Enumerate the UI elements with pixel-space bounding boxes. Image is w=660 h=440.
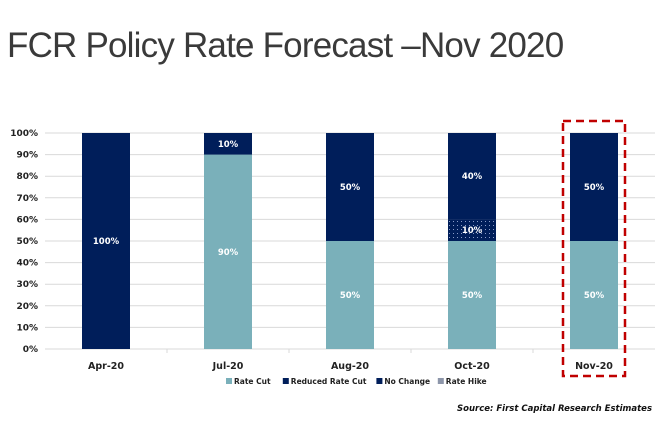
legend-swatch [282, 378, 289, 384]
bars [82, 133, 618, 349]
x-tick-label: Nov-20 [575, 361, 613, 372]
bar-segment-no-change [204, 133, 252, 155]
bar-segment-rate-cut [204, 154, 252, 349]
y-tick-label: 0% [23, 345, 38, 355]
data-label: 50% [340, 291, 361, 301]
legend: Rate Cut Reduced Rate Cut No Change Rate Hi… [226, 377, 487, 386]
y-tick-label: 30% [16, 280, 38, 290]
bar-segment-no-change [82, 133, 130, 349]
legend-swatch [376, 378, 383, 384]
y-tick-label: 100% [10, 129, 38, 139]
legend-swatch [437, 378, 444, 384]
data-label: 50% [584, 183, 605, 193]
legend-swatch [226, 378, 232, 384]
data-label: 50% [462, 291, 483, 301]
y-tick-label: 90% [16, 151, 38, 161]
bar-segment-no-change [448, 133, 496, 220]
legend-label: Rate Cut [234, 377, 271, 386]
y-tick-label: 20% [16, 302, 38, 312]
chart-title: FCR Policy Rate Forecast –Nov 2020 [7, 26, 564, 65]
bar-segment-no-change [326, 133, 374, 241]
bar-segment-rate-cut [448, 241, 496, 349]
source-note: Source: First Capital Research Estimates [456, 404, 652, 414]
y-tick-label: 80% [16, 172, 38, 182]
data-label: 10% [218, 140, 239, 150]
bar-segment-no-change [570, 133, 618, 241]
x-tick-label: Jul-20 [212, 361, 244, 372]
legend-label: Reduced Rate Cut [291, 377, 367, 386]
data-label: 100% [93, 237, 120, 247]
legend-label: No Change [384, 377, 430, 386]
y-tick-label: 50% [16, 237, 38, 247]
legend-label: Rate Hike [446, 377, 487, 386]
highlight-box [561, 119, 627, 378]
y-tick-label: 40% [16, 259, 38, 269]
data-label: 50% [584, 291, 605, 301]
x-tick-label: Apr-20 [88, 361, 124, 372]
x-tick-label: Aug-20 [331, 361, 369, 372]
y-tick-label: 60% [16, 215, 38, 225]
bar-segment-rate-cut [570, 241, 618, 349]
bar-segment-reduced-rate-cut [448, 219, 496, 241]
data-label: 10% [462, 226, 483, 236]
bar-segment-rate-cut [326, 241, 374, 349]
y-axis: 0% 10% 20% 30% 40% 50% 60% 70% 80% 90% 100% [10, 129, 38, 355]
x-tick-label: Oct-20 [454, 361, 490, 372]
data-labels: 100% 90% 10% 50% 50% 50% 10% 40% 50% 50% [93, 140, 605, 301]
x-axis: Apr-20 Jul-20 Aug-20 Oct-20 Nov-20 [88, 361, 613, 372]
data-label: 50% [340, 183, 361, 193]
data-label: 90% [218, 248, 239, 258]
data-label: 40% [462, 172, 483, 182]
y-tick-label: 70% [16, 194, 38, 204]
highlight-rectangle [561, 119, 627, 378]
y-tick-label: 10% [16, 323, 38, 333]
